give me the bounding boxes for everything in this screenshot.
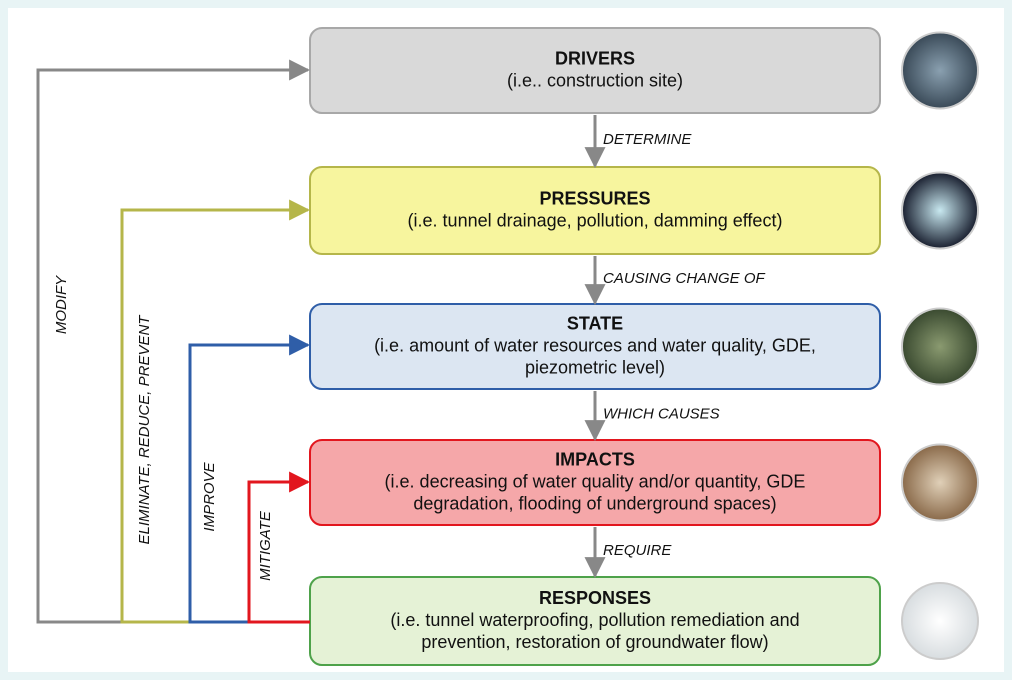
feedback-label: IMPROVE xyxy=(201,461,218,531)
feedback-label: ELIMINATE, REDUCE, PREVENT xyxy=(136,314,153,545)
node-description: degradation, flooding of underground spa… xyxy=(413,493,776,513)
node-description: prevention, restoration of groundwater f… xyxy=(421,632,768,652)
node-title: RESPONSES xyxy=(539,588,651,608)
photo xyxy=(901,443,979,522)
photo xyxy=(901,307,979,386)
node-title: STATE xyxy=(567,313,623,333)
node-description: (i.e. tunnel drainage, pollution, dammin… xyxy=(408,210,783,230)
node-description: (i.e. decreasing of water quality and/or… xyxy=(385,471,806,491)
node-description: (i.e.. construction site) xyxy=(507,70,683,90)
feedback-label: MITIGATE xyxy=(257,510,274,581)
photo xyxy=(901,31,979,110)
flow-label: CAUSING CHANGE OF xyxy=(603,270,766,287)
node-description: (i.e. amount of water resources and wate… xyxy=(374,335,816,355)
node-title: DRIVERS xyxy=(555,48,635,68)
node-description: (i.e. tunnel waterproofing, pollution re… xyxy=(390,610,799,630)
feedback-label: MODIFY xyxy=(53,275,70,334)
photo xyxy=(901,582,979,660)
flow-label: DETERMINE xyxy=(603,131,692,148)
feedback-arrow xyxy=(247,471,311,624)
photo xyxy=(901,171,979,250)
flow-label: WHICH CAUSES xyxy=(603,405,720,422)
node-title: IMPACTS xyxy=(555,449,635,469)
node-title: PRESSURES xyxy=(539,188,650,208)
node-description: piezometric level) xyxy=(525,357,665,377)
flow-label: REQUIRE xyxy=(603,542,672,559)
